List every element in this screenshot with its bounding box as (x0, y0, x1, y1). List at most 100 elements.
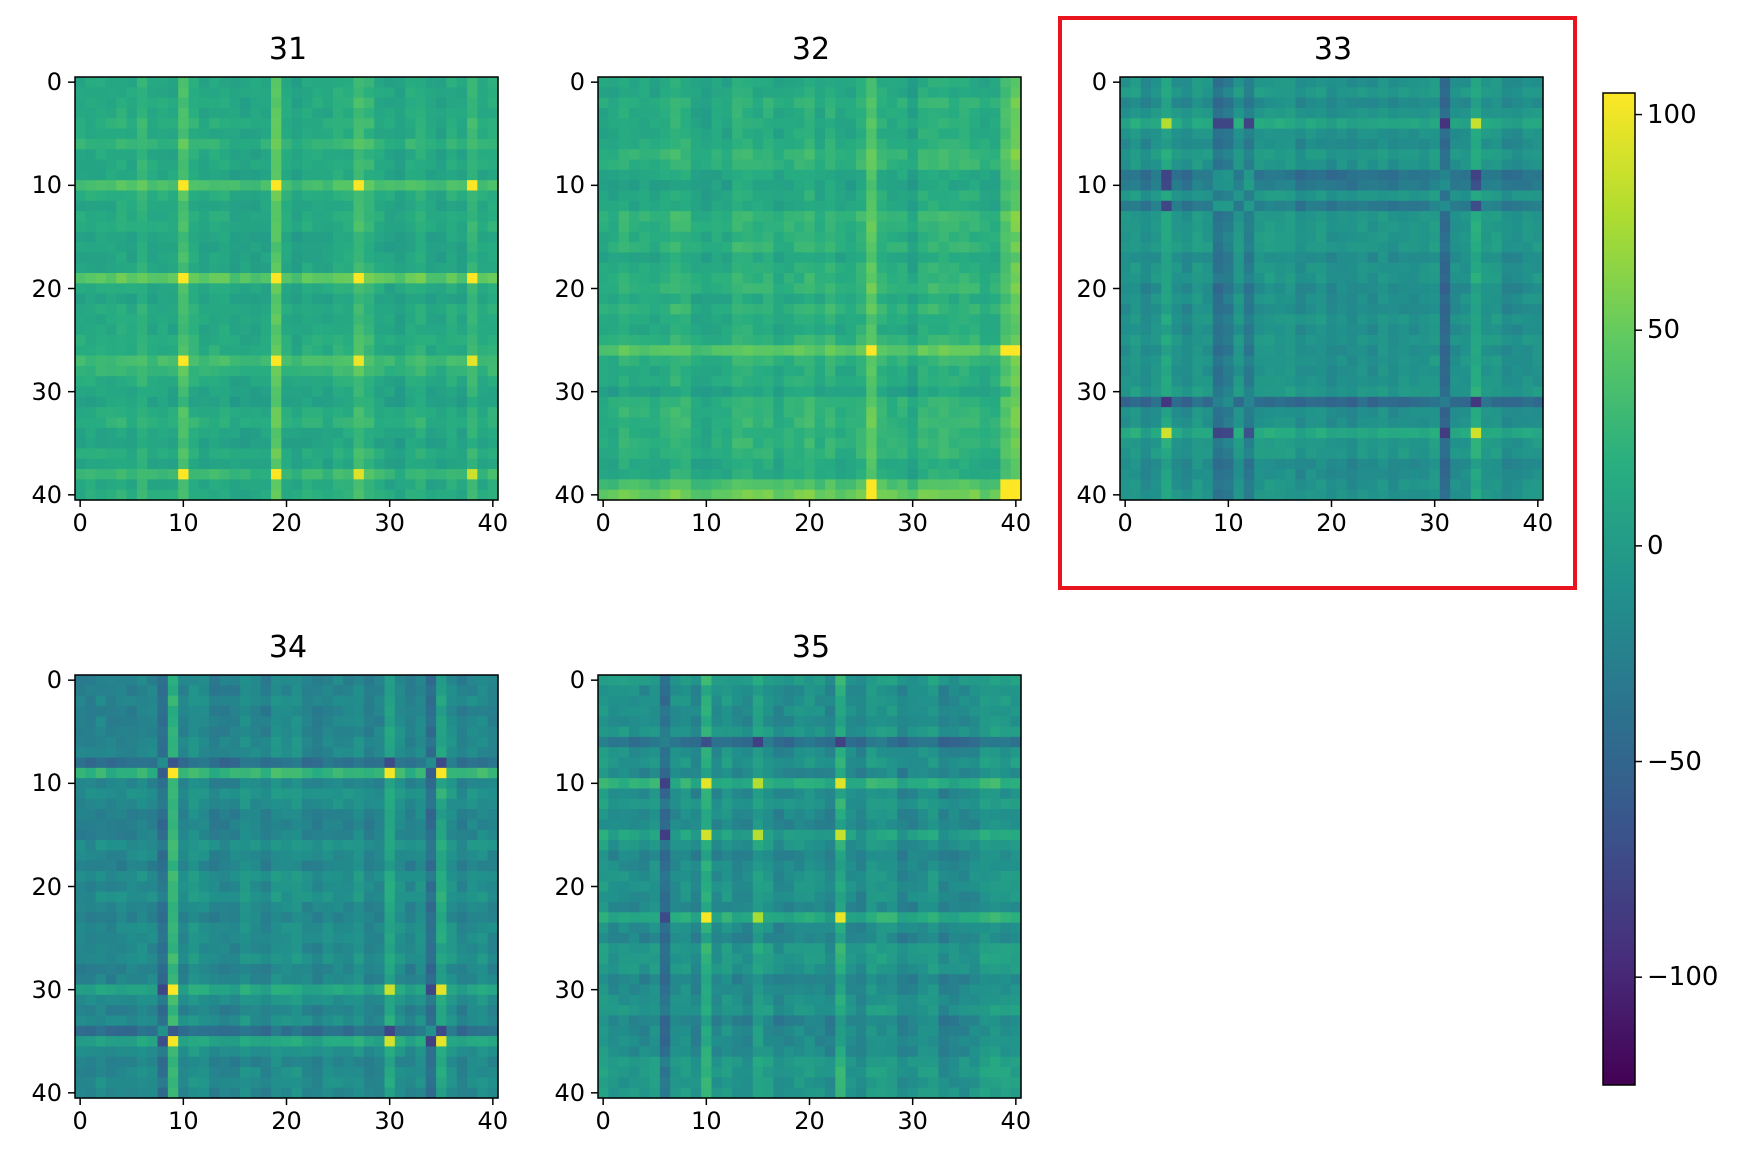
heatmap-cell (1316, 427, 1327, 439)
heatmap-cell (763, 293, 774, 305)
heatmap-cell (301, 355, 313, 367)
heatmap-cell (1295, 211, 1307, 223)
heatmap-cell (363, 242, 375, 253)
heatmap-cell (928, 118, 940, 130)
heatmap-cell (1181, 479, 1193, 491)
heatmap-cell (618, 149, 630, 161)
heatmap-cell (1316, 355, 1327, 367)
heatmap-cell (1357, 458, 1369, 470)
heatmap-cell (1233, 293, 1245, 305)
heatmap-cell (178, 448, 190, 460)
heatmap-cell (1192, 159, 1204, 171)
heatmap-cell (1388, 87, 1400, 99)
heatmap-cell (783, 107, 795, 119)
heatmap-cell (804, 283, 816, 295)
heatmap-cell (353, 334, 365, 346)
heatmap-cell (1120, 169, 1131, 181)
heatmap-cell (477, 386, 489, 398)
heatmap-cell (752, 355, 764, 367)
heatmap-cell (281, 283, 293, 295)
heatmap-cell (938, 273, 950, 284)
heatmap-cell (1326, 469, 1338, 480)
heatmap-cell (85, 190, 97, 202)
heatmap-cell (353, 293, 365, 305)
heatmap-cell (332, 211, 344, 223)
heatmap-cell (948, 252, 960, 264)
heatmap-cell (670, 407, 682, 419)
heatmap-cell (105, 448, 117, 460)
heatmap-cell (271, 438, 282, 450)
heatmap-cell (1233, 386, 1245, 398)
heatmap-cell (1130, 479, 1142, 491)
heatmap-cell (690, 221, 702, 233)
heatmap-cell (1161, 427, 1173, 439)
heatmap-cell (436, 242, 448, 253)
heatmap-cell (742, 283, 754, 295)
heatmap-cell (835, 159, 847, 171)
heatmap-cell (198, 242, 210, 253)
heatmap-cell (157, 180, 169, 192)
heatmap-cell (670, 97, 682, 109)
heatmap-cell (436, 190, 448, 202)
heatmap-cell (876, 262, 888, 274)
heatmap-cell (95, 149, 107, 161)
heatmap-cell (446, 87, 458, 99)
heatmap-cell (794, 107, 805, 119)
heatmap-cell (394, 334, 406, 346)
heatmap-cell (1192, 438, 1204, 450)
heatmap-cell (105, 407, 117, 419)
heatmap-cell (147, 200, 159, 212)
heatmap-cell (260, 345, 272, 357)
heatmap-cell (1140, 324, 1152, 336)
heatmap-cell (659, 221, 671, 233)
heatmap-cell (405, 200, 417, 212)
heatmap-cell (732, 273, 744, 284)
heatmap-cell (804, 396, 816, 408)
heatmap-cell (907, 242, 919, 253)
heatmap-cell (990, 180, 1001, 192)
heatmap-cell (240, 138, 251, 150)
heatmap-cell (608, 438, 620, 450)
heatmap-cell (1150, 458, 1162, 470)
heatmap-cell (1295, 262, 1307, 274)
heatmap-cell (1130, 396, 1142, 408)
heatmap-cell (959, 448, 971, 460)
heatmap-cell (405, 149, 417, 161)
heatmap-cell (136, 365, 148, 377)
heatmap-cell (85, 417, 97, 429)
heatmap-cell (1274, 242, 1286, 253)
heatmap-cell (1010, 303, 1022, 315)
heatmap-cell (1202, 231, 1214, 243)
heatmap-cell (1264, 211, 1276, 223)
heatmap-cell (1000, 107, 1012, 119)
heatmap-cell (649, 314, 661, 326)
heatmap-cell (1326, 458, 1338, 470)
heatmap-cell (711, 334, 723, 346)
heatmap-cell (322, 190, 334, 202)
heatmap-cell (1171, 200, 1183, 212)
heatmap-cell (363, 262, 375, 274)
heatmap-cell (167, 458, 179, 470)
heatmap-cell (959, 77, 971, 88)
heatmap-cell (1522, 190, 1534, 202)
heatmap-cell (1223, 386, 1235, 398)
heatmap-cell (332, 242, 344, 253)
heatmap-cell (1481, 314, 1493, 326)
heatmap-cell (618, 365, 630, 377)
heatmap-cell (75, 458, 86, 470)
heatmap-cell (1470, 169, 1482, 181)
heatmap-cell (835, 407, 847, 419)
heatmap-cell (260, 273, 272, 284)
heatmap-cell (928, 87, 940, 99)
heatmap-cell (721, 283, 733, 295)
heatmap-cell (701, 324, 713, 336)
heatmap-cell (394, 273, 406, 284)
heatmap-cell (1192, 211, 1204, 223)
heatmap-cell (1419, 334, 1431, 346)
heatmap-cell (917, 231, 929, 243)
heatmap-cell (487, 293, 499, 305)
heatmap-cell (250, 138, 262, 150)
heatmap-cell (136, 283, 148, 295)
heatmap-cell (240, 97, 251, 109)
heatmap-cell (1470, 334, 1482, 346)
